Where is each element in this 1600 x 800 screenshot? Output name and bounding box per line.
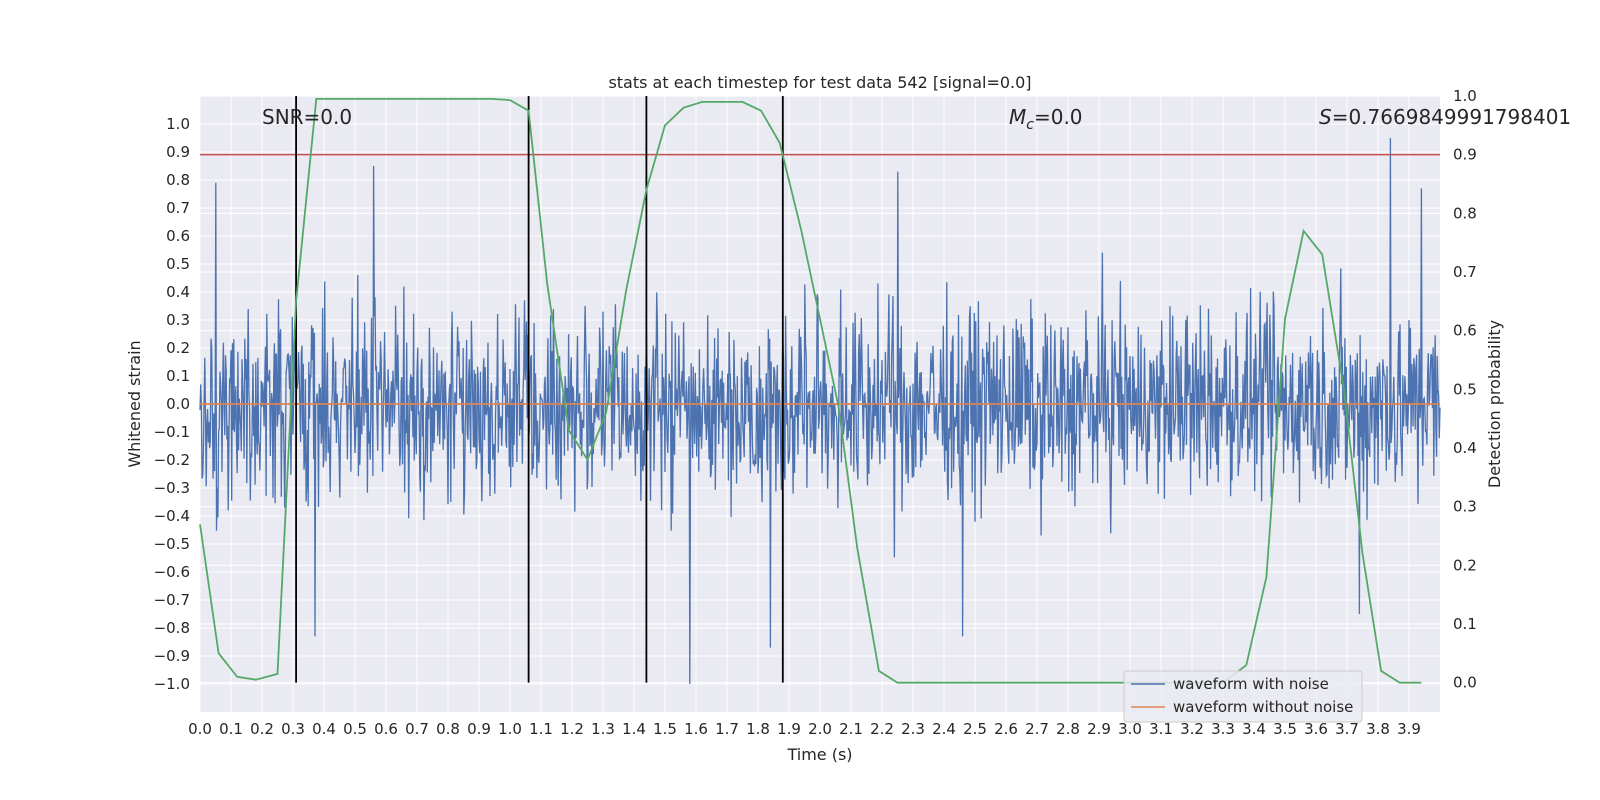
x-tick-label: 0.0 bbox=[188, 720, 212, 738]
x-tick-label: 1.8 bbox=[746, 720, 770, 738]
y2-axis-label: Detection probability bbox=[1485, 320, 1504, 488]
x-tick-label: 1.4 bbox=[622, 720, 646, 738]
chart-title: stats at each timestep for test data 542… bbox=[608, 73, 1031, 92]
x-tick-label: 0.3 bbox=[281, 720, 305, 738]
x-tick-label: 3.8 bbox=[1366, 720, 1390, 738]
x-tick-label: 1.7 bbox=[715, 720, 739, 738]
x-tick-label: 0.5 bbox=[343, 720, 367, 738]
y-tick-label: −0.8 bbox=[154, 619, 190, 637]
y-tick-label: −0.7 bbox=[154, 591, 190, 609]
x-tick-label: 3.2 bbox=[1180, 720, 1204, 738]
x-tick-label: 1.9 bbox=[777, 720, 801, 738]
y-tick-label: −0.6 bbox=[154, 563, 190, 581]
y-tick-label: 0.6 bbox=[166, 227, 190, 245]
legend-box bbox=[1123, 670, 1363, 723]
waveform-with-noise-series bbox=[199, 137, 1441, 685]
x-tick-label: 2.4 bbox=[932, 720, 956, 738]
x-tick-label: 2.0 bbox=[808, 720, 832, 738]
y-tick-label: 0.0 bbox=[166, 395, 190, 413]
x-tick-label: 2.3 bbox=[901, 720, 925, 738]
y2-tick-label: 0.1 bbox=[1453, 615, 1477, 633]
chirp-mass-subscript: c bbox=[1026, 117, 1034, 133]
y2-tick-labels: 1.0 0.9 0.8 0.7 0.6 0.5 0.4 0.3 0.2 0.1 0.0 bbox=[1453, 87, 1477, 692]
x-tick-label: 3.0 bbox=[1118, 720, 1142, 738]
x-tick-label: 0.6 bbox=[374, 720, 398, 738]
score-annotation: S=0.7669849991798401 bbox=[1319, 105, 1571, 129]
x-tick-label: 1.0 bbox=[498, 720, 522, 738]
y-tick-label: −0.2 bbox=[154, 451, 190, 469]
y2-tick-label: 0.0 bbox=[1453, 674, 1477, 692]
x-tick-label: 2.6 bbox=[994, 720, 1018, 738]
x-tick-label: 0.7 bbox=[405, 720, 429, 738]
x-tick-label: 2.8 bbox=[1056, 720, 1080, 738]
y-tick-label: −0.9 bbox=[154, 647, 190, 665]
y-tick-label: 0.2 bbox=[166, 339, 190, 357]
y-tick-label: 0.9 bbox=[166, 143, 190, 161]
x-tick-labels: 0.0 0.1 0.2 0.3 0.4 0.5 0.6 0.7 0.8 0.9 1.0 1.1 1.2 1… bbox=[188, 720, 1421, 738]
y-axis-label: Whitened strain bbox=[125, 340, 144, 467]
y-tick-label: 0.7 bbox=[166, 199, 190, 217]
x-tick-label: 0.4 bbox=[312, 720, 336, 738]
y-tick-label: 0.1 bbox=[166, 367, 190, 385]
y2-tick-label: 0.3 bbox=[1453, 498, 1477, 516]
score-symbol: S bbox=[1319, 105, 1332, 129]
x-tick-label: 3.1 bbox=[1149, 720, 1173, 738]
x-tick-label: 2.5 bbox=[963, 720, 987, 738]
x-axis-label: Time (s) bbox=[786, 745, 852, 764]
marker-lines bbox=[295, 96, 784, 683]
y2-tick-label: 0.6 bbox=[1453, 322, 1477, 340]
y-tick-label: 1.0 bbox=[166, 115, 190, 133]
x-tick-label: 2.9 bbox=[1087, 720, 1111, 738]
y-tick-label: 0.8 bbox=[166, 171, 190, 189]
x-tick-label: 3.6 bbox=[1304, 720, 1328, 738]
legend-label-clean: waveform without noise bbox=[1173, 698, 1353, 716]
y-tick-label: 0.4 bbox=[166, 283, 190, 301]
legend: waveform with noise waveform without noi… bbox=[1123, 670, 1363, 723]
y2-tick-label: 0.4 bbox=[1453, 439, 1477, 457]
y-tick-label: 0.3 bbox=[166, 311, 190, 329]
score-value: =0.7669849991798401 bbox=[1332, 105, 1571, 129]
x-tick-label: 1.1 bbox=[529, 720, 553, 738]
y2-tick-label: 0.7 bbox=[1453, 263, 1477, 281]
x-tick-label: 0.8 bbox=[436, 720, 460, 738]
detection-probability-line bbox=[199, 98, 1422, 684]
x-tick-label: 2.2 bbox=[870, 720, 894, 738]
x-tick-label: 3.7 bbox=[1335, 720, 1359, 738]
x-tick-label: 1.2 bbox=[560, 720, 584, 738]
y-tick-label: −0.1 bbox=[154, 423, 190, 441]
waveform-with-noise-line bbox=[199, 137, 1441, 685]
x-tick-label: 3.5 bbox=[1273, 720, 1297, 738]
y-tick-label: 0.5 bbox=[166, 255, 190, 273]
y-tick-label: −1.0 bbox=[154, 675, 190, 693]
y2-tick-label: 0.5 bbox=[1453, 380, 1477, 398]
y-tick-label: −0.3 bbox=[154, 479, 190, 497]
x-tick-label: 3.4 bbox=[1242, 720, 1266, 738]
x-tick-label: 3.3 bbox=[1211, 720, 1235, 738]
y2-tick-label: 0.9 bbox=[1453, 146, 1477, 164]
x-tick-label: 1.6 bbox=[684, 720, 708, 738]
chirp-mass-symbol: M bbox=[1009, 105, 1026, 129]
y-tick-label: −0.4 bbox=[154, 507, 190, 525]
y2-tick-label: 0.2 bbox=[1453, 556, 1477, 574]
x-tick-label: 1.3 bbox=[591, 720, 615, 738]
chirp-mass-annotation: Mc=0.0 bbox=[1009, 105, 1083, 133]
x-tick-label: 0.9 bbox=[467, 720, 491, 738]
snr-annotation: SNR=0.0 bbox=[262, 105, 352, 129]
x-tick-label: 2.7 bbox=[1025, 720, 1049, 738]
detection-probability-series bbox=[199, 98, 1422, 684]
y2-tick-label: 1.0 bbox=[1453, 87, 1477, 105]
y2-tick-label: 0.8 bbox=[1453, 204, 1477, 222]
y-tick-label: −0.5 bbox=[154, 535, 190, 553]
legend-label-noise: waveform with noise bbox=[1173, 675, 1329, 693]
x-tick-label: 2.1 bbox=[839, 720, 863, 738]
x-tick-label: 0.2 bbox=[250, 720, 274, 738]
y-tick-labels: 1.0 0.9 0.8 0.7 0.6 0.5 0.4 0.3 0.2 0.1 0.0 −0.1 −0.… bbox=[154, 115, 190, 693]
x-tick-label: 3.9 bbox=[1397, 720, 1421, 738]
x-tick-label: 0.1 bbox=[219, 720, 243, 738]
chirp-mass-value: =0.0 bbox=[1034, 105, 1083, 129]
x-tick-label: 1.5 bbox=[653, 720, 677, 738]
